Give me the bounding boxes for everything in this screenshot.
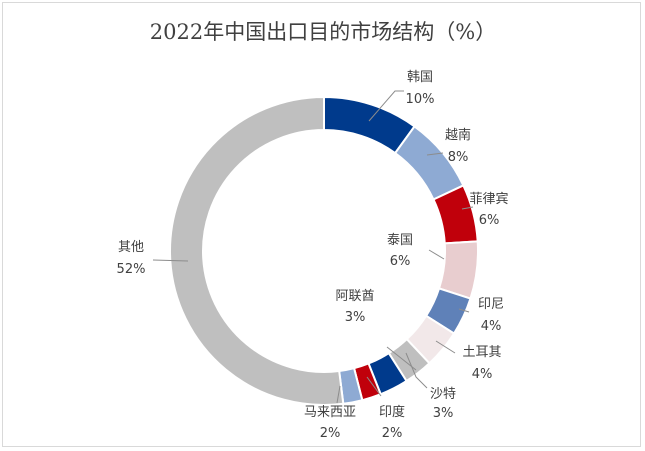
leader-line-1 <box>368 90 404 122</box>
slice-label-value-4: 6% <box>390 254 411 269</box>
slice-label-name-7: 沙特 <box>430 387 456 402</box>
slice-label-name-9: 印度 <box>379 404 405 420</box>
leader-line-3 <box>461 206 474 210</box>
slice-label-name-4: 泰国 <box>387 233 413 248</box>
leader-line-5 <box>458 308 470 313</box>
slice-label-value-2: 8% <box>448 150 469 165</box>
slice-label-value-10: 2% <box>320 426 341 441</box>
leader-line-9 <box>366 376 382 397</box>
leader-line-7 <box>405 352 428 389</box>
slice-label-name-6: 土耳其 <box>462 345 501 360</box>
slice-label-value-1: 10% <box>406 92 435 107</box>
slice-label-name-8: 阿联酋 <box>335 288 374 304</box>
chart-frame: 2022年中国出口目的市场结构（%） 韩国 10% 越南 8% 菲律宾 6% 泰国 6% 印尼 4… <box>2 2 641 447</box>
slice-label-name-11: 其他 <box>118 240 144 255</box>
slice-11 <box>169 95 345 406</box>
donut-slices <box>169 95 479 406</box>
slice-label-value-11: 52% <box>117 262 146 277</box>
slice-label-value-9: 2% <box>382 426 403 441</box>
slice-label-name-10: 马来西亚 <box>304 405 356 420</box>
chart-title: 2022年中国出口目的市场结构（%） <box>150 20 496 44</box>
leader-line-11 <box>152 259 189 262</box>
slice-label-name-5: 印尼 <box>478 297 504 312</box>
leader-line-2 <box>426 152 444 156</box>
slice-label-value-8: 3% <box>345 310 366 325</box>
slice-label-name-2: 越南 <box>445 127 471 143</box>
leader-line-10 <box>336 385 341 404</box>
slice-label-value-6: 4% <box>472 367 493 382</box>
slice-label-value-3: 6% <box>479 213 500 228</box>
leader-line-4 <box>428 249 445 260</box>
leader-lines <box>152 90 474 404</box>
leader-line-6 <box>435 340 456 354</box>
slice-label-name-3: 菲律宾 <box>469 191 508 207</box>
leader-line-8 <box>386 346 417 371</box>
slice-labels: 韩国 10% 越南 8% 菲律宾 6% 泰国 6% 印尼 4% 土耳其 4% 沙特 3% 阿联酋 3% 印度 2%… <box>117 70 509 441</box>
slice-label-name-1: 韩国 <box>407 70 433 85</box>
slice-label-value-5: 4% <box>481 319 502 334</box>
donut-chart: 2022年中国出口目的市场结构（%） 韩国 10% 越南 8% 菲律宾 6% 泰国 6% 印尼 4… <box>117 20 509 441</box>
slice-label-value-7: 3% <box>433 406 454 421</box>
